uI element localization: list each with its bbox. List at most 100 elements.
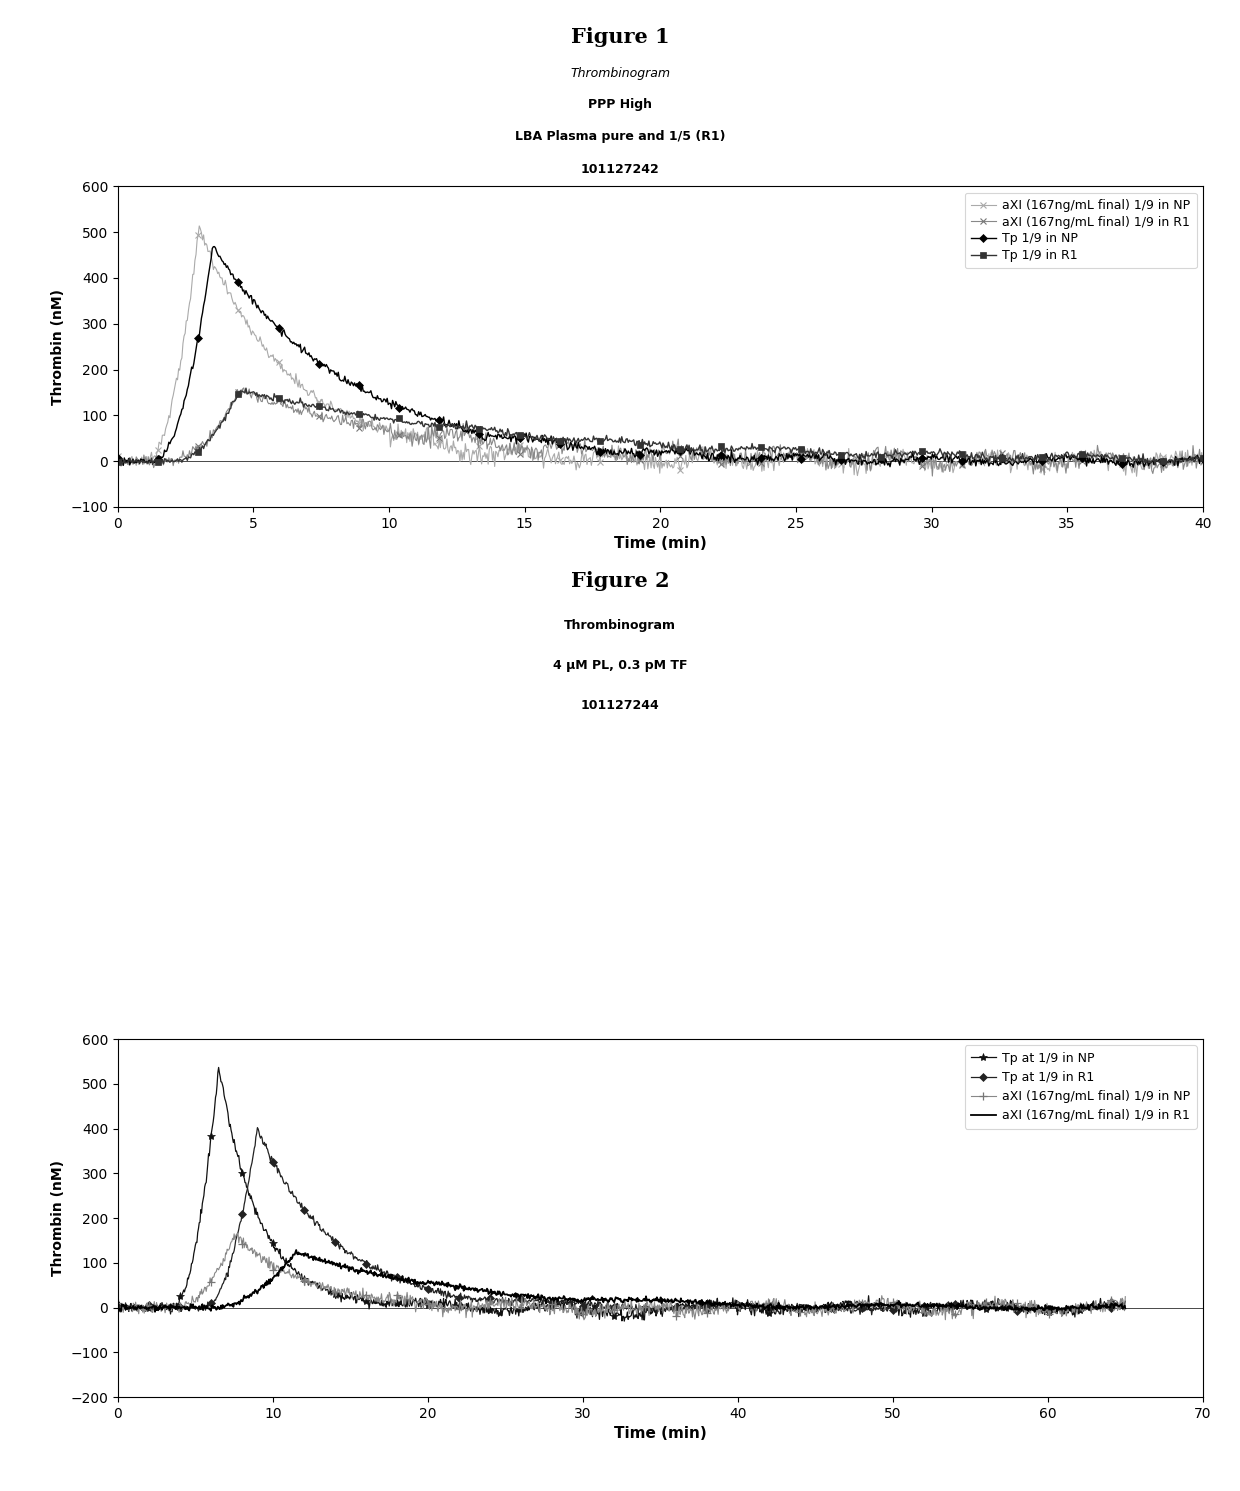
Tp 1/9 in NP — [207, 237, 222, 255]
Line: Tp at 1/9 in NP: Tp at 1/9 in NP — [114, 1063, 1130, 1325]
Tp 1/9 in R1 — [977, 449, 992, 467]
Text: Figure 2: Figure 2 — [570, 571, 670, 592]
aXI (167ng/mL final) 1/9 in NP — [131, 1305, 146, 1323]
X-axis label: Time (min): Time (min) — [614, 1427, 707, 1442]
Tp at 1/9 in R1 — [110, 1299, 125, 1317]
Tp at 1/9 in NP — [1012, 1299, 1027, 1317]
aXI (167ng/mL final) 1/9 in R1 — [1195, 452, 1210, 470]
X-axis label: Time (min): Time (min) — [614, 537, 707, 552]
Tp at 1/9 in NP — [110, 1297, 125, 1315]
aXI (167ng/mL final) 1/9 in R1 — [857, 446, 872, 464]
Tp 1/9 in NP — [957, 449, 972, 467]
aXI (167ng/mL final) 1/9 in NP — [551, 447, 565, 465]
aXI (167ng/mL final) 1/9 in NP — [684, 1308, 699, 1325]
Tp at 1/9 in NP — [1118, 1293, 1133, 1311]
aXI (167ng/mL final) 1/9 in R1 — [551, 438, 565, 456]
aXI (167ng/mL final) 1/9 in NP — [222, 283, 237, 301]
Text: 4 μM PL, 0.3 pM TF: 4 μM PL, 0.3 pM TF — [553, 659, 687, 672]
Tp at 1/9 in R1 — [1012, 1299, 1027, 1317]
Tp 1/9 in NP — [222, 261, 237, 279]
Tp at 1/9 in NP — [211, 1059, 226, 1077]
aXI (167ng/mL final) 1/9 in R1 — [221, 400, 236, 417]
aXI (167ng/mL final) 1/9 in NP — [957, 455, 972, 473]
aXI (167ng/mL final) 1/9 in NP — [735, 1297, 750, 1315]
Tp at 1/9 in NP — [684, 1296, 699, 1314]
Tp at 1/9 in NP — [118, 1302, 133, 1320]
Tp 1/9 in NP — [977, 452, 992, 470]
Text: 101127242: 101127242 — [580, 164, 660, 176]
Text: Thrombinogram: Thrombinogram — [564, 619, 676, 632]
aXI (167ng/mL final) 1/9 in NP — [231, 1224, 246, 1242]
Line: aXI (167ng/mL final) 1/9 in R1: aXI (167ng/mL final) 1/9 in R1 — [114, 385, 1207, 480]
aXI (167ng/mL final) 1/9 in NP — [192, 218, 207, 236]
Text: LBA Plasma pure and 1/5 (R1): LBA Plasma pure and 1/5 (R1) — [515, 130, 725, 143]
Text: Figure 1: Figure 1 — [570, 27, 670, 48]
Text: PPP High: PPP High — [588, 98, 652, 112]
aXI (167ng/mL final) 1/9 in R1 — [118, 1300, 133, 1318]
Line: aXI (167ng/mL final) 1/9 in NP: aXI (167ng/mL final) 1/9 in NP — [114, 1229, 1130, 1324]
Tp at 1/9 in NP — [616, 1312, 631, 1330]
Line: aXI (167ng/mL final) 1/9 in NP: aXI (167ng/mL final) 1/9 in NP — [114, 222, 1207, 480]
aXI (167ng/mL final) 1/9 in R1 — [110, 452, 125, 470]
Tp 1/9 in NP — [551, 432, 565, 450]
aXI (167ng/mL final) 1/9 in R1 — [1012, 1302, 1027, 1320]
aXI (167ng/mL final) 1/9 in NP — [577, 1311, 591, 1328]
aXI (167ng/mL final) 1/9 in R1 — [289, 1241, 304, 1258]
Tp at 1/9 in R1 — [684, 1299, 699, 1317]
aXI (167ng/mL final) 1/9 in R1 — [684, 1294, 699, 1312]
aXI (167ng/mL final) 1/9 in NP — [977, 456, 992, 474]
Tp 1/9 in NP — [1195, 450, 1210, 468]
Y-axis label: Thrombin (nM): Thrombin (nM) — [51, 289, 64, 404]
aXI (167ng/mL final) 1/9 in NP — [1130, 467, 1145, 485]
aXI (167ng/mL final) 1/9 in NP — [1012, 1299, 1027, 1317]
aXI (167ng/mL final) 1/9 in R1 — [110, 1299, 125, 1317]
Tp at 1/9 in NP — [735, 1296, 750, 1314]
aXI (167ng/mL final) 1/9 in R1 — [237, 379, 252, 397]
Tp at 1/9 in NP — [131, 1300, 146, 1318]
aXI (167ng/mL final) 1/9 in R1 — [560, 1290, 575, 1308]
Tp at 1/9 in NP — [560, 1294, 575, 1312]
Legend: Tp at 1/9 in NP, Tp at 1/9 in R1, aXI (167ng/mL final) 1/9 in NP, aXI (167ng/mL : Tp at 1/9 in NP, Tp at 1/9 in R1, aXI (1… — [965, 1045, 1197, 1129]
aXI (167ng/mL final) 1/9 in R1 — [1027, 1303, 1042, 1321]
aXI (167ng/mL final) 1/9 in NP — [589, 449, 604, 467]
Tp 1/9 in R1 — [1147, 456, 1162, 474]
aXI (167ng/mL final) 1/9 in NP — [1195, 453, 1210, 471]
Tp 1/9 in R1 — [1195, 449, 1210, 467]
Tp 1/9 in NP — [857, 452, 872, 470]
Tp 1/9 in NP — [110, 449, 125, 467]
Tp 1/9 in R1 — [857, 447, 872, 465]
Y-axis label: Thrombin (nM): Thrombin (nM) — [51, 1160, 64, 1276]
aXI (167ng/mL final) 1/9 in NP — [110, 447, 125, 465]
aXI (167ng/mL final) 1/9 in R1 — [959, 452, 973, 470]
aXI (167ng/mL final) 1/9 in NP — [110, 1294, 125, 1312]
aXI (167ng/mL final) 1/9 in R1 — [735, 1294, 750, 1312]
aXI (167ng/mL final) 1/9 in R1 — [131, 1297, 146, 1315]
Tp at 1/9 in R1 — [1118, 1297, 1133, 1315]
Tp at 1/9 in R1 — [864, 1306, 879, 1324]
Tp 1/9 in NP — [1126, 458, 1141, 476]
Tp at 1/9 in R1 — [118, 1294, 133, 1312]
Tp 1/9 in R1 — [221, 404, 236, 422]
aXI (167ng/mL final) 1/9 in R1 — [925, 467, 940, 485]
Tp 1/9 in R1 — [589, 429, 604, 447]
aXI (167ng/mL final) 1/9 in R1 — [1118, 1300, 1133, 1318]
aXI (167ng/mL final) 1/9 in NP — [560, 1303, 575, 1321]
aXI (167ng/mL final) 1/9 in NP — [1118, 1288, 1133, 1306]
Line: Tp 1/9 in NP: Tp 1/9 in NP — [115, 245, 1205, 470]
Text: Thrombinogram: Thrombinogram — [570, 67, 670, 81]
aXI (167ng/mL final) 1/9 in NP — [857, 455, 872, 473]
aXI (167ng/mL final) 1/9 in R1 — [978, 440, 993, 458]
Tp 1/9 in R1 — [238, 379, 253, 397]
Legend: aXI (167ng/mL final) 1/9 in NP, aXI (167ng/mL final) 1/9 in R1, Tp 1/9 in NP, Tp: aXI (167ng/mL final) 1/9 in NP, aXI (167… — [965, 192, 1197, 268]
Text: 101127244: 101127244 — [580, 699, 660, 713]
Line: aXI (167ng/mL final) 1/9 in R1: aXI (167ng/mL final) 1/9 in R1 — [118, 1249, 1126, 1312]
Tp at 1/9 in R1 — [131, 1297, 146, 1315]
Tp 1/9 in R1 — [110, 453, 125, 471]
aXI (167ng/mL final) 1/9 in R1 — [589, 440, 604, 458]
Line: Tp 1/9 in R1: Tp 1/9 in R1 — [115, 385, 1205, 467]
Line: Tp at 1/9 in R1: Tp at 1/9 in R1 — [115, 1124, 1128, 1318]
Tp 1/9 in R1 — [551, 434, 565, 452]
Tp 1/9 in NP — [589, 446, 604, 464]
Tp at 1/9 in R1 — [560, 1296, 575, 1314]
aXI (167ng/mL final) 1/9 in NP — [118, 1300, 133, 1318]
